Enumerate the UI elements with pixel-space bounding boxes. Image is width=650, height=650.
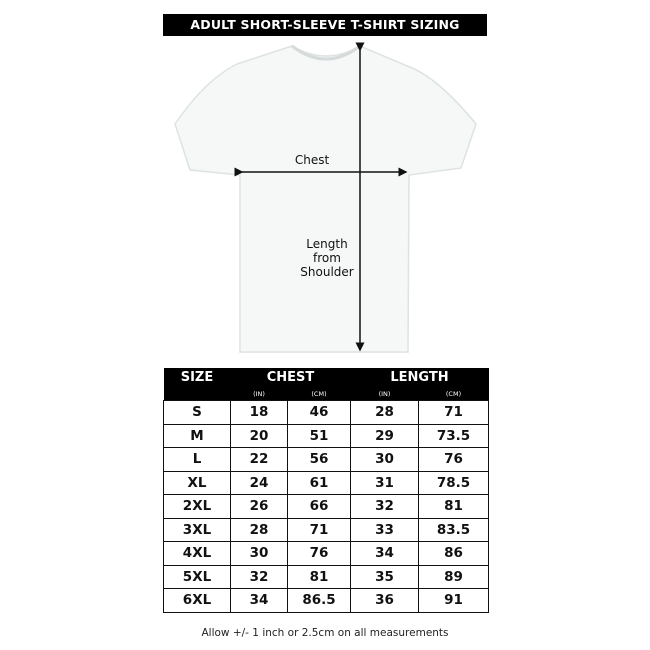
table-cell: 18 xyxy=(230,400,288,425)
chart-title: ADULT SHORT-SLEEVE T-SHIRT SIZING xyxy=(163,14,487,36)
table-cell: 76 xyxy=(287,541,351,566)
table-cell: 76 xyxy=(417,447,490,472)
length-label-line: from xyxy=(313,251,341,265)
table-row: XL 24 61 31 78.5 xyxy=(163,470,490,495)
table-cell: 32 xyxy=(350,494,419,519)
header-length: LENGTH xyxy=(350,368,489,388)
table-cell: 3XL xyxy=(163,517,231,542)
table-cell: 34 xyxy=(350,541,419,566)
table-cell: 61 xyxy=(287,470,351,495)
table-cell: 81 xyxy=(287,564,351,589)
table-cell: M xyxy=(163,423,231,448)
table-cell: 30 xyxy=(230,541,288,566)
table-row: 3XL 28 71 33 83.5 xyxy=(163,517,490,542)
table-cell: 73.5 xyxy=(417,423,490,448)
table-cell: 29 xyxy=(350,423,419,448)
table-row: 4XL 30 76 34 86 xyxy=(163,541,490,566)
table-cell: 36 xyxy=(350,588,419,613)
table-cell: XL xyxy=(163,470,231,495)
table-cell: 86 xyxy=(417,541,490,566)
chest-label: Chest xyxy=(294,153,330,167)
table-cell: 6XL xyxy=(163,588,231,613)
table-cell: 28 xyxy=(350,400,419,425)
table-cell: S xyxy=(163,400,231,425)
footnote: Allow +/- 1 inch or 2.5cm on all measure… xyxy=(201,627,449,639)
table-cell: 26 xyxy=(230,494,288,519)
table-row: S 18 46 28 71 xyxy=(163,400,490,425)
unit-label: (IN) xyxy=(350,388,419,401)
unit-label: (CM) xyxy=(287,388,351,401)
length-label-line: Shoulder xyxy=(300,265,354,279)
table-row: 2XL 26 66 32 81 xyxy=(163,494,490,519)
tshirt-shape xyxy=(174,45,477,353)
table-cell: 83.5 xyxy=(417,517,490,542)
table-cell: 78.5 xyxy=(417,470,490,495)
table-cell: 32 xyxy=(230,564,288,589)
table-cell: 71 xyxy=(417,400,490,425)
table-cell: 22 xyxy=(230,447,288,472)
table-cell: 66 xyxy=(287,494,351,519)
table-cell: 30 xyxy=(350,447,419,472)
table-cell: 46 xyxy=(287,400,351,425)
header-chest: CHEST xyxy=(230,368,351,388)
table-row: M 20 51 29 73.5 xyxy=(163,423,490,448)
table-row: 5XL 32 81 35 89 xyxy=(163,564,490,589)
table-cell: 35 xyxy=(350,564,419,589)
table-cell: 24 xyxy=(230,470,288,495)
unit-label: (CM) xyxy=(418,388,489,401)
table-row: L 22 56 30 76 xyxy=(163,447,490,472)
table-cell: 2XL xyxy=(163,494,231,519)
length-label: Length from Shoulder xyxy=(287,237,367,279)
table-cell: 51 xyxy=(287,423,351,448)
table-cell: 20 xyxy=(230,423,288,448)
table-cell: L xyxy=(163,447,231,472)
table-row: 6XL 34 86.5 36 91 xyxy=(163,588,490,613)
table-cell: 81 xyxy=(417,494,490,519)
table-cell: 56 xyxy=(287,447,351,472)
table-cell: 71 xyxy=(287,517,351,542)
table-cell: 5XL xyxy=(163,564,231,589)
table-cell: 28 xyxy=(230,517,288,542)
header-size: SIZE xyxy=(163,368,231,388)
tshirt-diagram xyxy=(174,42,477,353)
table-cell: 34 xyxy=(230,588,288,613)
table-cell: 86.5 xyxy=(287,588,351,613)
table-cell: 89 xyxy=(417,564,490,589)
unit-label: (IN) xyxy=(230,388,288,401)
table-cell: 91 xyxy=(417,588,490,613)
table-cell: 31 xyxy=(350,470,419,495)
table-cell: 33 xyxy=(350,517,419,542)
table-cell: 4XL xyxy=(163,541,231,566)
tshirt-collar xyxy=(291,44,361,61)
length-label-line: Length xyxy=(306,237,348,251)
